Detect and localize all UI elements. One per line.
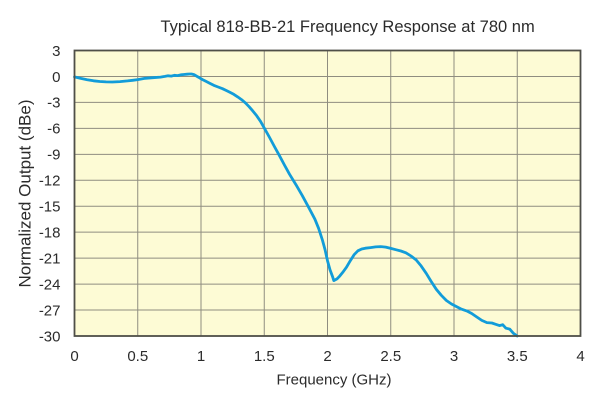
svg-text:0.5: 0.5 [127,348,148,365]
svg-text:-9: -9 [47,147,60,164]
svg-text:-30: -30 [39,328,61,345]
svg-text:3.5: 3.5 [507,348,528,365]
svg-text:3: 3 [450,348,458,365]
svg-text:1: 1 [197,348,205,365]
svg-text:2: 2 [323,348,331,365]
svg-text:-21: -21 [39,250,61,267]
svg-text:-18: -18 [39,225,61,242]
svg-text:4: 4 [576,348,584,365]
svg-text:-24: -24 [39,276,61,293]
svg-text:Normalized Output (dBe): Normalized Output (dBe) [16,99,35,287]
svg-text:1.5: 1.5 [254,348,275,365]
svg-text:-6: -6 [47,121,60,138]
svg-text:0: 0 [52,69,60,86]
svg-text:2.5: 2.5 [380,348,401,365]
svg-text:-12: -12 [39,173,61,190]
svg-text:-15: -15 [39,199,61,216]
svg-text:3: 3 [52,43,60,60]
svg-text:-27: -27 [39,302,61,319]
svg-text:-3: -3 [47,95,60,112]
svg-text:Frequency (GHz): Frequency (GHz) [276,372,391,389]
svg-text:Typical 818-BB-21 Frequency Re: Typical 818-BB-21 Frequency Response at … [160,18,534,36]
svg-text:0: 0 [70,348,78,365]
